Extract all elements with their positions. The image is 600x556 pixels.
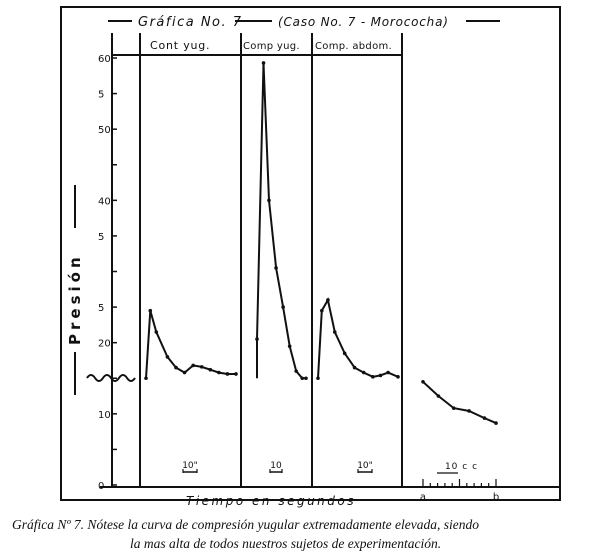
data-point: [174, 365, 178, 370]
y-tick-label: 20: [98, 339, 111, 350]
data-point: [320, 308, 324, 313]
series-line-panel-2: [256, 62, 306, 380]
data-point: [342, 351, 347, 356]
data-point: [396, 375, 400, 379]
scale-label: 10: [270, 461, 282, 471]
y-tick-label: 5: [98, 90, 104, 101]
y-ticks: 0 10 20 5 5 40 50 5 60: [98, 54, 117, 492]
data-point: [436, 394, 441, 398]
y-axis-title: Presión: [66, 253, 84, 345]
series-layer: [144, 61, 498, 425]
data-point: [208, 367, 213, 372]
volume-scale-label: 10 c c: [445, 462, 478, 472]
data-point: [304, 376, 308, 381]
chart-subtitle: (Caso No. 7 - Morococha): [278, 15, 449, 29]
data-point: [225, 372, 230, 376]
data-point: [451, 406, 456, 410]
data-point: [165, 355, 170, 359]
y-axis-title-group: Presión: [66, 185, 84, 395]
chart-frame: [60, 6, 561, 501]
volume-scale-end: b: [493, 492, 499, 503]
scale-label: 10": [357, 461, 373, 471]
data-point: [148, 308, 153, 313]
y-tick-label: 60: [98, 54, 111, 65]
data-point: [326, 298, 330, 302]
data-point: [217, 370, 221, 375]
volume-scale-start: a: [420, 492, 426, 503]
data-point: [386, 370, 390, 375]
panel-label-comp-yug: Comp yug.: [243, 41, 300, 52]
data-point: [144, 376, 148, 381]
y-tick-label: 50: [98, 125, 111, 136]
chart-title: Gráfica No. 7: [138, 15, 243, 30]
data-point: [182, 370, 187, 375]
data-point: [467, 409, 471, 413]
data-point: [199, 365, 204, 369]
scale-bars: 10" 10 10" 10 c c a b: [182, 461, 499, 503]
data-point: [274, 266, 278, 270]
data-point: [294, 369, 299, 373]
data-point: [234, 372, 238, 376]
data-point: [482, 416, 487, 420]
y-tick-label: 0: [98, 481, 104, 492]
panel-label-comp-abdom: Comp. abdom.: [315, 41, 392, 52]
x-axis-title: Tiempo en segundos: [186, 494, 356, 508]
series-line-panel-1: [145, 310, 236, 379]
data-point: [361, 370, 366, 375]
data-point: [332, 330, 337, 334]
data-point: [352, 365, 357, 370]
data-point: [287, 344, 292, 349]
y-tick-label: 10: [98, 410, 111, 421]
data-point: [371, 375, 375, 379]
y-tick-label: 40: [98, 196, 111, 207]
y-tick-label: 5: [98, 303, 104, 314]
data-point: [154, 330, 159, 334]
data-point: [378, 373, 383, 378]
data-point: [267, 198, 271, 203]
series-line-panel-4: [422, 381, 497, 425]
data-point: [300, 376, 304, 381]
data-point: [281, 305, 285, 309]
panel-label-cont-yug: Cont yug.: [150, 39, 210, 52]
caption-line-1: Gráfica Nº 7. Nótese la curva de compres…: [12, 517, 479, 532]
data-point: [261, 61, 266, 65]
data-point: [316, 376, 320, 381]
data-point: [191, 363, 195, 368]
series-line-panel-3: [317, 297, 399, 379]
scale-label: 10": [182, 461, 198, 471]
data-point: [421, 380, 425, 384]
y-tick-label: 5: [98, 232, 104, 243]
caption-line-2: la mas alta de todos nuestros sujetos de…: [130, 536, 441, 551]
data-point: [255, 337, 259, 341]
baseline-wave: [86, 374, 136, 382]
data-point: [494, 421, 498, 425]
